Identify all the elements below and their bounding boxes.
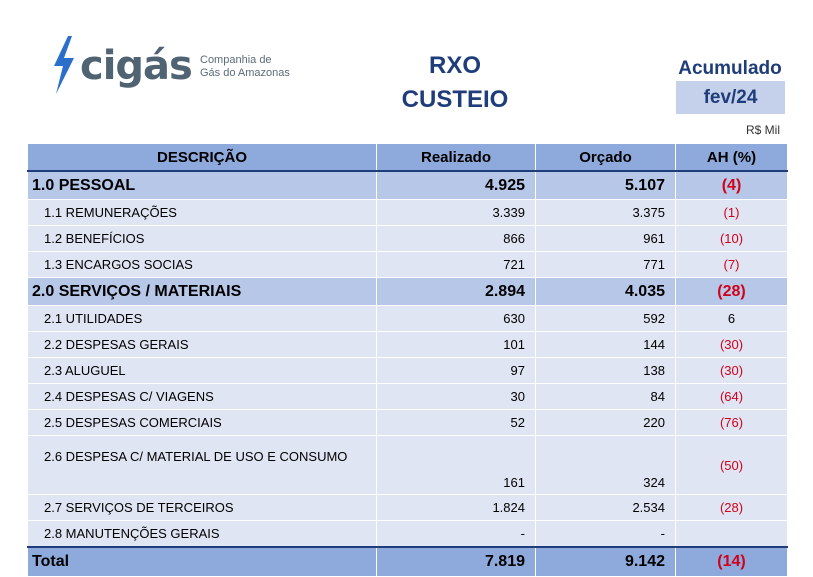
lightning-bolt-icon [54, 36, 74, 94]
row-ah [675, 520, 788, 548]
table-row: 1.0 PESSOAL 4.925 5.107 (4) [27, 170, 788, 200]
row-ah: (76) [675, 409, 788, 436]
row-description: 1.3 ENCARGOS SOCIAS [27, 251, 377, 278]
row-description: 2.5 DESPESAS COMERCIAIS [27, 409, 377, 436]
row-description: 2.1 UTILIDADES [27, 305, 377, 332]
row-description: 1.2 BENEFÍCIOS [27, 225, 377, 252]
row-realizado: 1.824 [376, 494, 536, 521]
row-ah: (50) [675, 435, 788, 495]
logo-wordmark: cigás [80, 43, 193, 89]
table-row: 2.6 DESPESA C/ MATERIAL DE USO E CONSUMO… [27, 435, 788, 495]
total-orcado: 9.142 [535, 546, 676, 577]
row-ah: 6 [675, 305, 788, 332]
row-orcado: 3.375 [535, 199, 676, 226]
header-ah: AH (%) [675, 143, 788, 172]
report-title: RXO [428, 52, 481, 79]
header-orcado: Orçado [535, 143, 676, 172]
row-ah: (7) [675, 251, 788, 278]
row-description: 2.3 ALUGUEL [27, 357, 377, 384]
table-row: 2.1 UTILIDADES 630 592 6 [27, 305, 788, 332]
row-orcado: 138 [535, 357, 676, 384]
row-realizado: 2.894 [376, 277, 536, 306]
row-realizado: 866 [376, 225, 536, 252]
row-orcado: 144 [535, 331, 676, 358]
header-realizado: Realizado [376, 143, 536, 172]
row-realizado: 3.339 [376, 199, 536, 226]
row-orcado: 771 [535, 251, 676, 278]
total-ah: (14) [675, 546, 788, 577]
table-row: 1.3 ENCARGOS SOCIAS 721 771 (7) [27, 251, 788, 278]
logo-subtitle: Companhia de Gás do Amazonas [200, 54, 290, 79]
row-description: 1.0 PESSOAL [27, 170, 377, 200]
table-row: 2.7 SERVIÇOS DE TERCEIROS 1.824 2.534 (2… [27, 494, 788, 521]
row-description: 2.0 SERVIÇOS / MATERIAIS [27, 277, 377, 306]
row-description: 1.1 REMUNERAÇÕES [27, 199, 377, 226]
row-orcado: 5.107 [535, 170, 676, 200]
row-orcado: 592 [535, 305, 676, 332]
row-ah: (28) [675, 494, 788, 521]
company-logo: cigás Companhia de Gás do Amazonas [50, 36, 290, 98]
table-header-row: DESCRIÇÃO Realizado Orçado AH (%) [27, 143, 788, 172]
row-realizado: 97 [376, 357, 536, 384]
table-row: 2.3 ALUGUEL 97 138 (30) [27, 357, 788, 384]
row-realizado: 101 [376, 331, 536, 358]
table-row: 2.2 DESPESAS GERAIS 101 144 (30) [27, 331, 788, 358]
total-description: Total [27, 546, 377, 577]
row-ah: (30) [675, 331, 788, 358]
row-realizado: 30 [376, 383, 536, 410]
row-orcado: - [535, 520, 676, 548]
header-description: DESCRIÇÃO [27, 143, 377, 172]
period-label: Acumulado [678, 58, 782, 79]
period-badge: fev/24 [676, 81, 785, 114]
table-row: 1.1 REMUNERAÇÕES 3.339 3.375 (1) [27, 199, 788, 226]
row-ah: (10) [675, 225, 788, 252]
row-orcado: 2.534 [535, 494, 676, 521]
row-realizado: 52 [376, 409, 536, 436]
row-orcado: 324 [535, 435, 676, 495]
total-realizado: 7.819 [376, 546, 536, 577]
report-subtitle: CUSTEIO [401, 86, 509, 113]
row-orcado: 84 [535, 383, 676, 410]
row-ah: (30) [675, 357, 788, 384]
row-ah: (28) [675, 277, 788, 306]
table-row: 2.5 DESPESAS COMERCIAIS 52 220 (76) [27, 409, 788, 436]
currency-unit: R$ Mil [745, 123, 780, 137]
row-description: 2.2 DESPESAS GERAIS [27, 331, 377, 358]
row-description: 2.7 SERVIÇOS DE TERCEIROS [27, 494, 377, 521]
row-description: 2.4 DESPESAS C/ VIAGENS [27, 383, 377, 410]
row-description: 2.8 MANUTENÇÕES GERAIS [27, 520, 377, 548]
table-row: 1.2 BENEFÍCIOS 866 961 (10) [27, 225, 788, 252]
row-ah: (1) [675, 199, 788, 226]
row-realizado: 4.925 [376, 170, 536, 200]
table-row: 2.4 DESPESAS C/ VIAGENS 30 84 (64) [27, 383, 788, 410]
row-ah: (64) [675, 383, 788, 410]
row-orcado: 4.035 [535, 277, 676, 306]
row-description: 2.6 DESPESA C/ MATERIAL DE USO E CONSUMO [27, 435, 377, 495]
row-realizado: 630 [376, 305, 536, 332]
table-row: 2.0 SERVIÇOS / MATERIAIS 2.894 4.035 (28… [27, 277, 788, 306]
row-realizado: 721 [376, 251, 536, 278]
row-orcado: 961 [535, 225, 676, 252]
row-ah: (4) [675, 170, 788, 200]
row-realizado: - [376, 520, 536, 548]
row-orcado: 220 [535, 409, 676, 436]
table-row: 2.8 MANUTENÇÕES GERAIS - - [27, 520, 788, 548]
row-realizado: 161 [376, 435, 536, 495]
total-row: Total 7.819 9.142 (14) [27, 546, 788, 577]
cost-table: DESCRIÇÃO Realizado Orçado AH (%) 1.0 PE… [27, 143, 788, 577]
